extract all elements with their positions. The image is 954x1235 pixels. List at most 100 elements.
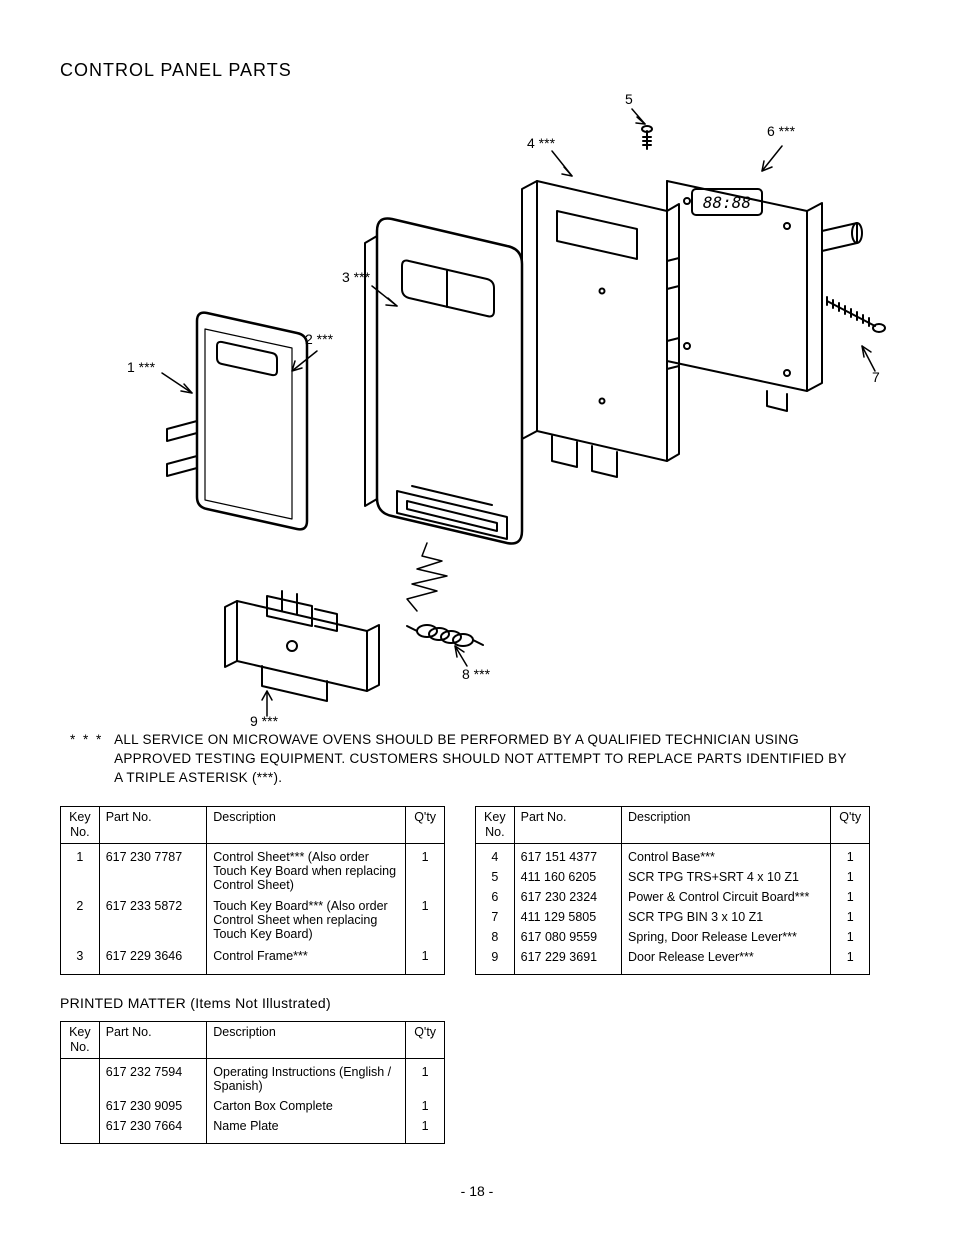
cell-part: 617 230 9095	[99, 1096, 207, 1116]
callout-7: 7	[872, 369, 880, 385]
part-5-screw	[642, 126, 652, 149]
cell-key: 4	[476, 843, 515, 867]
table-row: 8 617 080 9559 Spring, Door Release Leve…	[476, 927, 870, 947]
cell-desc: SCR TPG BIN 3 x 10 Z1	[621, 907, 830, 927]
th-part: Part No.	[99, 1021, 207, 1058]
tbody-right: 4 617 151 4377 Control Base*** 1 5 411 1…	[476, 843, 870, 974]
warning-stars: * * *	[70, 731, 110, 750]
part-1-2-sheet	[167, 313, 307, 530]
tables-row: Key No. Part No. Description Q'ty 1 617 …	[60, 806, 894, 975]
cell-qty: 1	[406, 843, 445, 896]
cell-desc: Control Sheet*** (Also order Touch Key B…	[207, 843, 406, 896]
cell-part: 617 230 2324	[514, 887, 621, 907]
tbody-printed: 617 232 7594 Operating Instructions (Eng…	[61, 1058, 445, 1143]
table-row: 9 617 229 3691 Door Release Lever*** 1	[476, 947, 870, 975]
th-key: Key No.	[61, 1021, 100, 1058]
cell-desc: Power & Control Circuit Board***	[621, 887, 830, 907]
svg-text:88:88: 88:88	[703, 193, 751, 212]
cell-key: 8	[476, 927, 515, 947]
callout-5: 5	[625, 91, 633, 107]
cell-part: 411 160 6205	[514, 867, 621, 887]
cell-qty: 1	[406, 1116, 445, 1144]
cell-key: 6	[476, 887, 515, 907]
th-qty: Q'ty	[406, 806, 445, 843]
cell-desc: Control Base***	[621, 843, 830, 867]
cell-qty: 1	[831, 843, 870, 867]
cell-part: 617 151 4377	[514, 843, 621, 867]
cell-key: 7	[476, 907, 515, 927]
th-key: Key No.	[61, 806, 100, 843]
cell-qty: 1	[831, 887, 870, 907]
warning-note: * * * ALL SERVICE ON MICROWAVE OVENS SHO…	[60, 731, 894, 788]
cell-qty: 1	[406, 1058, 445, 1096]
cell-qty: 1	[831, 867, 870, 887]
table-row: 5 411 160 6205 SCR TPG TRS+SRT 4 x 10 Z1…	[476, 867, 870, 887]
th-part: Part No.	[99, 806, 207, 843]
cell-qty: 1	[831, 947, 870, 975]
table-row: 3 617 229 3646 Control Frame*** 1	[61, 946, 445, 974]
printed-matter-heading: PRINTED MATTER (Items Not Illustrated)	[60, 995, 894, 1011]
table-row: 7 411 129 5805 SCR TPG BIN 3 x 10 Z1 1	[476, 907, 870, 927]
cell-desc: Name Plate	[207, 1116, 406, 1144]
cell-key: 2	[61, 896, 100, 946]
cell-key	[61, 1058, 100, 1096]
table-row: 617 230 9095 Carton Box Complete 1	[61, 1096, 445, 1116]
page-number: - 18 -	[0, 1183, 954, 1199]
cell-desc: SCR TPG TRS+SRT 4 x 10 Z1	[621, 867, 830, 887]
callout-3: 3 ***	[342, 269, 370, 285]
th-desc: Description	[207, 1021, 406, 1058]
th-part: Part No.	[514, 806, 621, 843]
callout-9: 9 ***	[250, 713, 278, 729]
callout-4: 4 ***	[527, 135, 555, 151]
cell-desc: Door Release Lever***	[621, 947, 830, 975]
cell-part: 617 080 9559	[514, 927, 621, 947]
callout-1: 1 ***	[127, 359, 155, 375]
cell-part: 617 232 7594	[99, 1058, 207, 1096]
cell-part: 617 229 3646	[99, 946, 207, 974]
th-qty: Q'ty	[406, 1021, 445, 1058]
th-desc: Description	[207, 806, 406, 843]
table-row: 617 232 7594 Operating Instructions (Eng…	[61, 1058, 445, 1096]
page-title: CONTROL PANEL PARTS	[60, 60, 894, 81]
callout-8: 8 ***	[462, 666, 490, 682]
cell-part: 411 129 5805	[514, 907, 621, 927]
cell-key	[61, 1096, 100, 1116]
cell-qty: 1	[406, 896, 445, 946]
cell-key: 5	[476, 867, 515, 887]
cell-key: 1	[61, 843, 100, 896]
cell-desc: Operating Instructions (English / Spanis…	[207, 1058, 406, 1096]
cell-desc: Carton Box Complete	[207, 1096, 406, 1116]
warning-text: ALL SERVICE ON MICROWAVE OVENS SHOULD BE…	[114, 731, 848, 788]
cell-desc: Control Frame***	[207, 946, 406, 974]
cell-part: 617 230 7787	[99, 843, 207, 896]
parts-table-right: Key No. Part No. Description Q'ty 4 617 …	[475, 806, 870, 975]
table-row: 4 617 151 4377 Control Base*** 1	[476, 843, 870, 867]
cell-desc: Spring, Door Release Lever***	[621, 927, 830, 947]
diagram-svg: 88:88	[67, 91, 887, 721]
part-4-base	[522, 181, 679, 477]
part-8-spring	[407, 625, 483, 646]
cell-key: 9	[476, 947, 515, 975]
cell-part: 617 229 3691	[514, 947, 621, 975]
cell-qty: 1	[406, 1096, 445, 1116]
parts-table-printed: Key No. Part No. Description Q'ty 617 23…	[60, 1021, 445, 1144]
part-9-lever	[225, 591, 379, 701]
part-7-screw	[827, 297, 885, 332]
part-6-board: 88:88	[667, 181, 862, 411]
cell-part: 617 233 5872	[99, 896, 207, 946]
exploded-diagram: 88:88	[67, 91, 887, 721]
table-row: 1 617 230 7787 Control Sheet*** (Also or…	[61, 843, 445, 896]
cell-qty: 1	[406, 946, 445, 974]
th-qty: Q'ty	[831, 806, 870, 843]
th-desc: Description	[621, 806, 830, 843]
callout-6: 6 ***	[767, 123, 795, 139]
table-row: 6 617 230 2324 Power & Control Circuit B…	[476, 887, 870, 907]
th-key: Key No.	[476, 806, 515, 843]
page: CONTROL PANEL PARTS 88:88	[0, 0, 954, 1235]
part-3-frame	[365, 219, 522, 544]
cell-qty: 1	[831, 907, 870, 927]
cell-qty: 1	[831, 927, 870, 947]
cell-part: 617 230 7664	[99, 1116, 207, 1144]
cell-key	[61, 1116, 100, 1144]
cell-desc: Touch Key Board*** (Also order Control S…	[207, 896, 406, 946]
